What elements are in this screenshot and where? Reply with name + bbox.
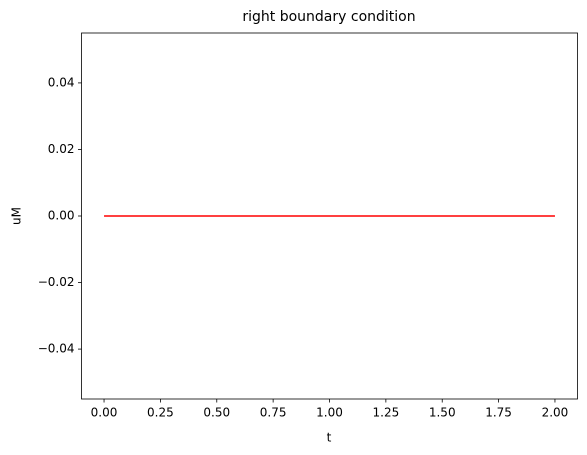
y-tick-label: 0.04 xyxy=(48,75,75,89)
x-tick-label: 1.25 xyxy=(373,406,400,420)
x-tick-label: 1.75 xyxy=(485,406,512,420)
x-axis-label: t xyxy=(327,431,332,445)
x-tick-label: 0.50 xyxy=(203,406,230,420)
x-tick-label: 0.25 xyxy=(147,406,174,420)
y-axis-label: uM xyxy=(10,207,24,225)
chart-title: right boundary condition xyxy=(242,9,415,25)
y-tick-label: 0.02 xyxy=(48,142,75,156)
y-tick-label: 0.00 xyxy=(48,209,75,223)
y-tick-label: −0.02 xyxy=(38,275,75,289)
x-tick-label: 0.75 xyxy=(260,406,287,420)
y-tick-label: −0.04 xyxy=(38,342,75,356)
x-tick-label: 1.00 xyxy=(316,406,343,420)
x-tick-label: 1.50 xyxy=(429,406,456,420)
x-tick-label: 0.00 xyxy=(91,406,118,420)
plot-frame xyxy=(81,32,578,400)
x-tick-label: 2.00 xyxy=(542,406,569,420)
